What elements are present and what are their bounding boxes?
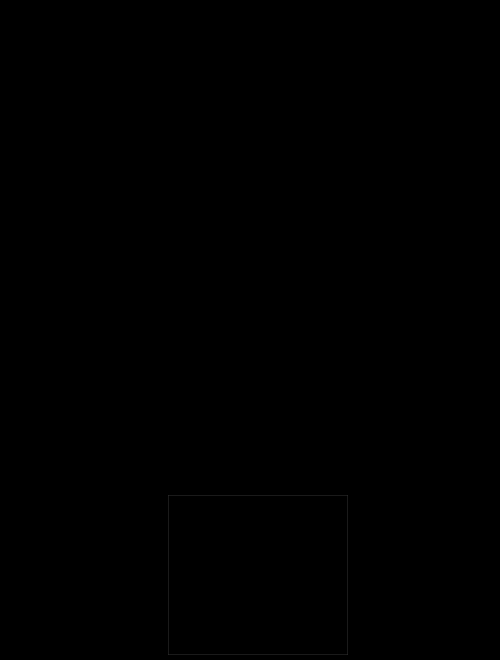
ema-chart <box>0 90 500 240</box>
intraday-panel <box>168 495 348 655</box>
stochastics-panel <box>353 495 498 655</box>
adx-macd-panel <box>2 495 162 655</box>
candlestick-chart <box>0 245 500 425</box>
date-axis <box>0 430 500 480</box>
bottom-panels <box>0 480 500 660</box>
